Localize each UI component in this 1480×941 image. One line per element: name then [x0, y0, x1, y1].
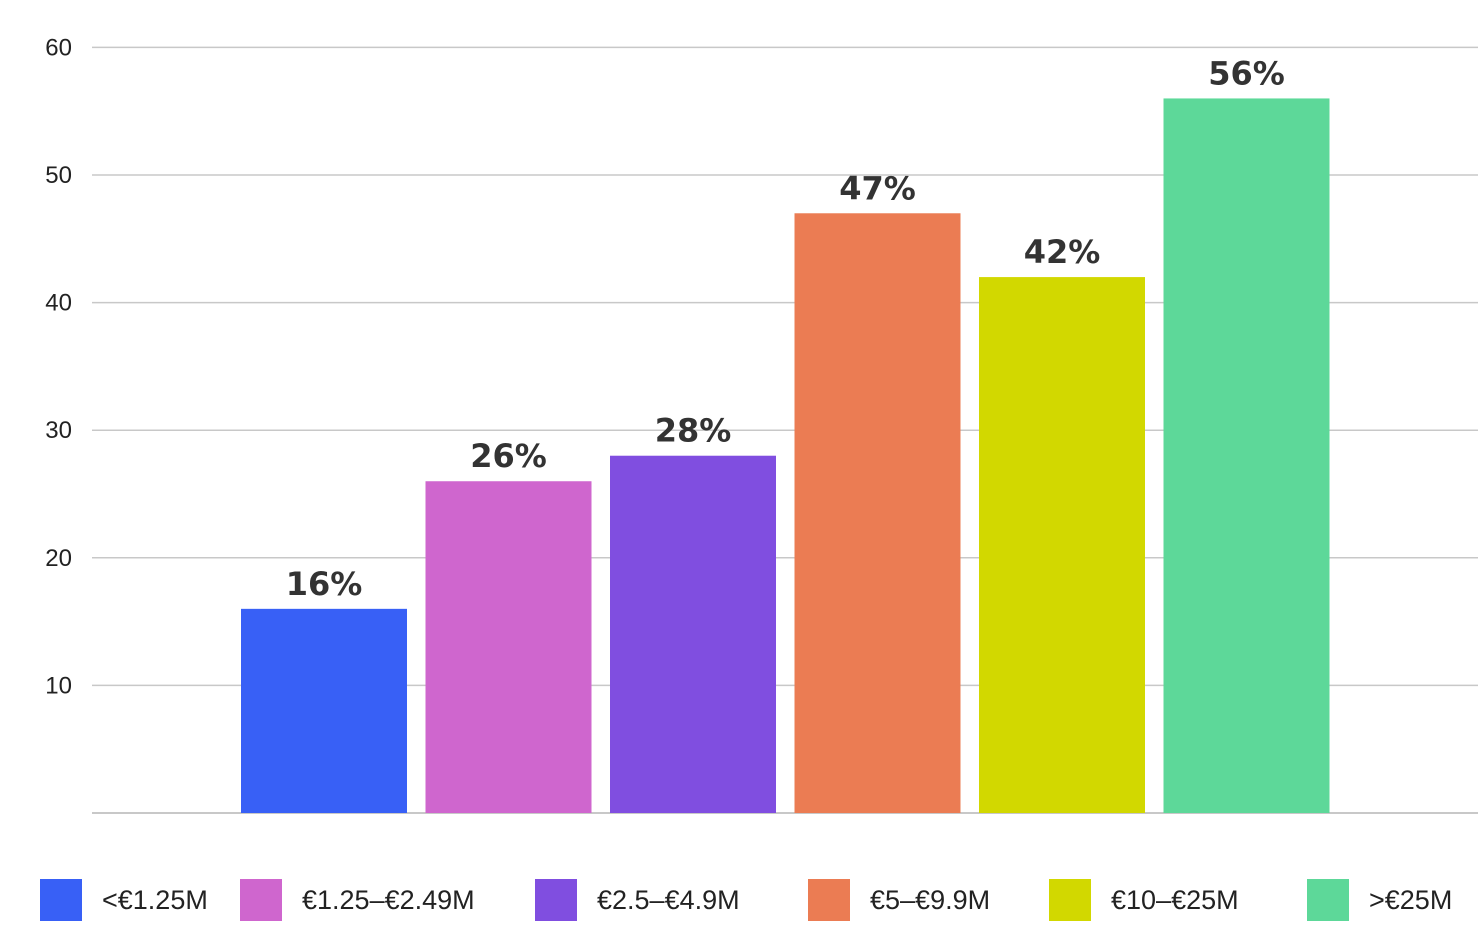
legend-label: €2.5–€4.9M	[597, 884, 740, 915]
legend-item: €2.5–€4.9M	[535, 878, 740, 922]
data-label: 56%	[1208, 54, 1285, 92]
legend-item: €1.25–€2.49M	[240, 878, 475, 922]
y-tick-label: 40	[45, 290, 72, 317]
data-label: 47%	[839, 169, 916, 207]
legend-item: €5–€9.9M	[808, 878, 990, 922]
bar	[979, 277, 1145, 814]
data-label: 16%	[286, 565, 363, 603]
y-tick-label: 10	[45, 672, 72, 699]
data-labels: 16% 26% 28% 47% 42% 56%	[286, 54, 1285, 602]
bars	[241, 98, 1330, 814]
legend-swatch	[808, 879, 850, 921]
legend-label: €5–€9.9M	[870, 884, 991, 915]
bar	[610, 455, 776, 813]
bar	[1163, 98, 1330, 813]
legend-label: <€1.25M	[102, 884, 208, 915]
data-label: 42%	[1024, 233, 1101, 271]
legend-label: >€25M	[1369, 884, 1453, 915]
y-tick-label: 60	[45, 34, 72, 61]
legend-swatch	[1049, 879, 1091, 921]
bar	[425, 481, 592, 813]
legend-item: >€25M	[1307, 878, 1452, 922]
y-tick-label: 30	[45, 417, 72, 444]
y-axis-tick-labels: 10 20 30 40 50 60	[45, 34, 72, 699]
legend-item: €10–€25M	[1049, 878, 1239, 922]
legend-swatch	[240, 879, 282, 921]
bar	[241, 608, 407, 813]
legend-swatch	[1307, 879, 1349, 921]
bar	[794, 213, 961, 813]
y-tick-label: 20	[45, 545, 72, 572]
data-label: 26%	[470, 437, 547, 475]
legend: <€1.25M €1.25–€2.49M €2.5–€4.9M €5–€9.9M €10…	[0, 878, 1480, 922]
legend-label: €1.25–€2.49M	[302, 884, 475, 915]
data-label: 28%	[655, 412, 732, 450]
legend-item: <€1.25M	[40, 878, 208, 922]
legend-swatch	[535, 879, 577, 921]
legend-swatch	[40, 879, 82, 921]
y-tick-label: 50	[45, 162, 72, 189]
bar-chart: 10 20 30 40 50 60 16% 26% 28% 47% 42% 56%	[45, 34, 1478, 814]
legend-label: €10–€25M	[1111, 884, 1239, 915]
